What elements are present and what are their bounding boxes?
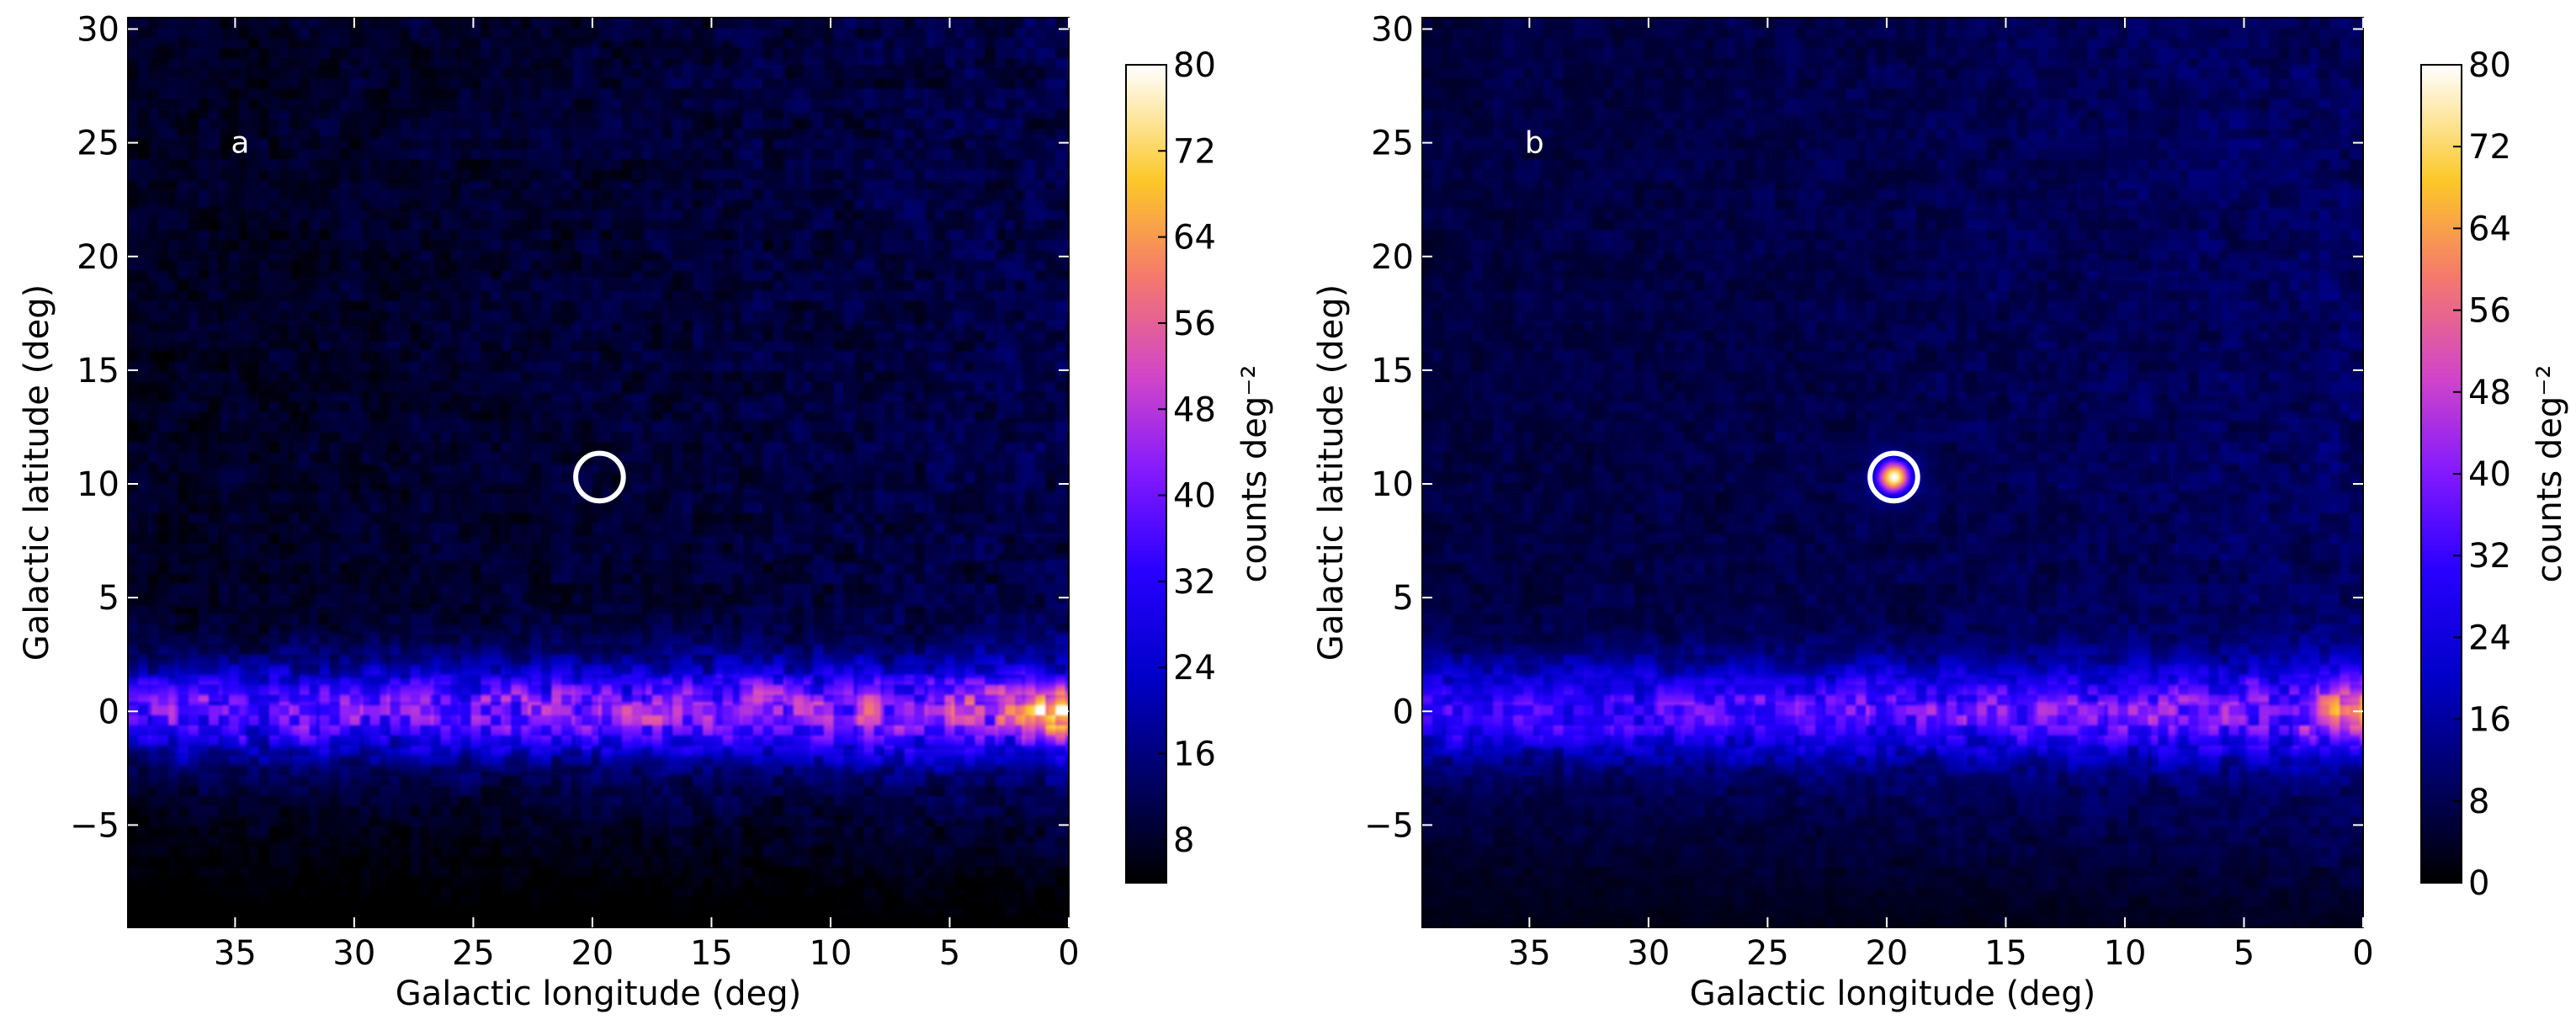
colorbar-tick-label: 8 — [1173, 821, 1194, 860]
colorbar-tick-label: 24 — [1173, 649, 1216, 688]
x-tick-label: 0 — [2352, 934, 2373, 973]
counts-map-image — [1422, 18, 2363, 927]
y-tick-label: 25 — [77, 125, 120, 163]
colorbar-label: counts deg⁻² — [1235, 365, 1274, 583]
y-tick-label: 5 — [98, 579, 120, 618]
y-tick-label: 30 — [1371, 11, 1414, 50]
colorbar-tick-label: 80 — [1173, 46, 1216, 85]
x-tick-label: 30 — [1627, 934, 1670, 973]
colorbar-frame — [1125, 64, 1167, 884]
x-tick-label: 15 — [690, 934, 733, 973]
y-tick-label: 10 — [77, 465, 120, 504]
colorbar-tick-label: 56 — [1173, 305, 1216, 343]
panel-letter: a — [231, 126, 249, 161]
colorbar-tick-label: 8 — [2468, 783, 2489, 821]
colorbar-tick-label: 56 — [2468, 292, 2511, 331]
colorbar-tick-label: 72 — [1173, 132, 1216, 171]
y-tick-label: −5 — [70, 806, 120, 845]
y-tick-label: 25 — [1371, 125, 1414, 163]
x-tick-label: 35 — [1508, 934, 1551, 973]
x-tick-label: 20 — [571, 934, 613, 973]
y-tick-label: −5 — [1364, 806, 1414, 845]
colorbar-tick-label: 40 — [1173, 477, 1216, 516]
colorbar-tick-label: 40 — [2468, 455, 2511, 494]
x-tick-label: 15 — [1984, 934, 2027, 973]
colorbar-tick-label: 64 — [1173, 219, 1216, 258]
x-tick-label: 5 — [939, 934, 960, 973]
colorbar-gradient — [1126, 65, 1166, 883]
x-tick-label: 25 — [1746, 934, 1789, 973]
colorbar-label: counts deg⁻² — [2531, 365, 2569, 583]
colorbar-tick-label: 32 — [1173, 563, 1216, 602]
panel-b: 35 30 25 20 15 10 5 0 −5 0 5 10 15 20 25 30 Galactic lon… — [1312, 11, 2569, 1013]
x-tick-label: 0 — [1058, 934, 1079, 973]
x-axis-label: Galactic longitude (deg) — [1690, 975, 2095, 1013]
colorbar-tick-label: 64 — [2468, 210, 2511, 248]
plot-frame — [1421, 17, 2364, 928]
y-axis-label: Galactic latitude (deg) — [18, 284, 56, 661]
y-tick-label: 20 — [77, 238, 120, 277]
y-tick-label: 10 — [1371, 465, 1414, 504]
y-tick-label: 0 — [98, 693, 120, 731]
colorbar-tick-label: 16 — [1173, 736, 1216, 774]
y-tick-label: 0 — [1393, 693, 1414, 731]
x-tick-label: 25 — [452, 934, 495, 973]
panel-letter: b — [1525, 126, 1544, 161]
colorbar-tick-label: 80 — [2468, 46, 2511, 85]
x-tick-label: 20 — [1865, 934, 1908, 973]
colorbar-tick-label: 24 — [2468, 619, 2511, 657]
panel-a: 35 30 25 20 15 10 5 0 −5 0 5 10 15 20 25 30 Galactic lon… — [18, 11, 1274, 1013]
x-tick-label: 5 — [2233, 934, 2255, 973]
source-circle-marker — [573, 450, 626, 504]
x-tick-label: 35 — [214, 934, 257, 973]
x-tick-label: 10 — [810, 934, 852, 973]
y-tick-label: 20 — [1371, 238, 1414, 277]
colorbar-tick-label: 32 — [2468, 537, 2511, 576]
colorbar-tick-label: 48 — [1173, 390, 1216, 429]
y-axis-label: Galactic latitude (deg) — [1312, 284, 1351, 661]
colorbar-tick-label: 16 — [2468, 701, 2511, 740]
counts-map-image — [128, 18, 1069, 927]
y-tick-label: 15 — [77, 352, 120, 390]
colorbar-tick-label: 0 — [2468, 864, 2489, 903]
y-tick-label: 5 — [1393, 579, 1414, 618]
x-axis-label: Galactic longitude (deg) — [396, 975, 801, 1013]
y-tick-label: 30 — [77, 11, 120, 50]
colorbar-tick-label: 48 — [2468, 374, 2511, 412]
y-tick-label: 15 — [1371, 352, 1414, 390]
source-circle-marker — [1867, 450, 1920, 504]
x-tick-label: 30 — [332, 934, 375, 973]
colorbar-tick-label: 72 — [2468, 128, 2511, 167]
plot-frame — [127, 17, 1070, 928]
x-tick-label: 10 — [2104, 934, 2147, 973]
